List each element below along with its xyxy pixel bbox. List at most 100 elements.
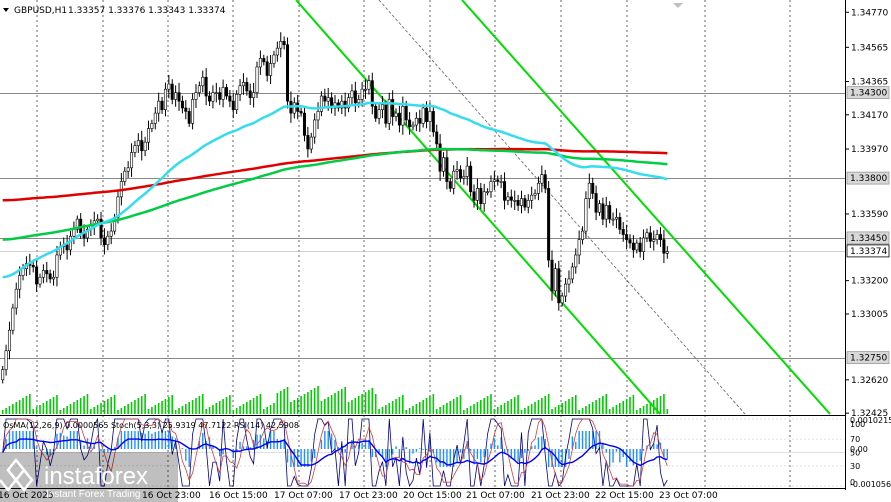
channel-mid-line	[378, 0, 746, 415]
time-tick-label: 23 Oct 07:00	[659, 491, 718, 501]
level-price-tag-label: 1.32750	[850, 354, 887, 364]
candle-body	[323, 95, 327, 102]
candle-body	[4, 350, 8, 370]
ema50-line	[2, 101, 668, 279]
candle-body	[662, 239, 666, 254]
candle-body	[550, 259, 554, 292]
candle-body	[55, 254, 59, 278]
candle-body	[584, 198, 588, 232]
candle-body	[353, 90, 357, 104]
level-price-tag	[846, 231, 890, 245]
volume-bars	[1, 386, 669, 414]
candle-body	[170, 83, 174, 100]
candle-body	[435, 131, 439, 145]
indicator-axis-label: 30	[850, 462, 860, 471]
candle-body	[499, 181, 503, 183]
candle-body	[180, 100, 184, 109]
candle-body	[659, 234, 663, 240]
candle-body	[299, 111, 303, 114]
candle-body	[157, 100, 161, 114]
indicator-axis-label: 100	[850, 420, 865, 429]
candle-body	[642, 237, 646, 252]
candle-body	[425, 107, 429, 122]
price-tick-label: 1.33970	[851, 145, 888, 155]
candle-body	[370, 80, 374, 107]
candle-body	[567, 278, 571, 285]
candle-body	[106, 235, 110, 246]
candle-body	[442, 157, 446, 172]
level-price-tag	[846, 171, 890, 185]
candle-body	[150, 123, 154, 129]
candle-body	[136, 140, 140, 146]
candle-body	[611, 218, 615, 221]
candle-body	[85, 229, 89, 239]
candle-body	[492, 179, 496, 182]
candle-body	[241, 82, 245, 87]
candle-body	[204, 76, 208, 97]
candle-body	[18, 275, 22, 290]
indicator-axis-label: 0.0010215	[850, 416, 891, 425]
candle-body	[11, 307, 15, 331]
candle-body	[604, 205, 608, 220]
candle-body	[269, 63, 273, 76]
candle-body	[530, 194, 534, 201]
candle-body	[126, 167, 130, 172]
candle-body	[7, 329, 11, 352]
candle-body	[292, 102, 296, 114]
candle-body	[282, 41, 286, 46]
candle-body	[279, 41, 283, 49]
candle-body	[187, 111, 191, 124]
candle-body	[553, 268, 557, 292]
candle-body	[523, 198, 527, 208]
candle-body	[411, 124, 415, 128]
candle-body	[547, 188, 551, 261]
candle-body	[418, 117, 422, 124]
dropdown-triangle-icon[interactable]	[3, 8, 9, 12]
candle-body	[167, 83, 171, 90]
candle-body	[380, 104, 384, 111]
indicator-axis-label: 70	[850, 435, 860, 444]
candle-body	[130, 152, 134, 169]
candle-body	[540, 174, 544, 184]
candle-body	[140, 140, 144, 152]
candle-body	[591, 182, 595, 194]
time-tick-label: 16 Oct 15:00	[209, 491, 268, 501]
candle-body	[357, 99, 361, 104]
candle-body	[516, 200, 520, 206]
candle-body	[414, 117, 418, 126]
candle-body	[235, 94, 239, 111]
level-price-tag	[846, 351, 890, 364]
candle-body	[184, 107, 188, 112]
candle-body	[594, 193, 598, 213]
candle-body	[197, 85, 201, 93]
candle-body	[574, 254, 578, 268]
candle-body	[41, 270, 45, 278]
price-tick-label: 1.34170	[851, 111, 888, 121]
level-price-tag-label: 1.33800	[850, 174, 887, 184]
candle-body	[384, 104, 388, 124]
price-pane[interactable]	[0, 0, 845, 414]
candle-body	[262, 58, 266, 63]
candle-body	[133, 145, 137, 153]
candle-body	[377, 109, 381, 119]
candle-body	[391, 99, 395, 117]
candle-body	[397, 112, 401, 126]
candle-body	[224, 87, 228, 97]
candle-body	[645, 232, 649, 239]
price-tick-label: 1.32620	[851, 376, 888, 386]
candle-body	[452, 170, 456, 189]
shift-marker-icon[interactable]	[673, 3, 683, 8]
price-tick-label: 1.32425	[851, 409, 888, 419]
price-tick-label: 1.34565	[851, 43, 888, 53]
price-tick-label: 1.33590	[851, 210, 888, 220]
symbol-label: GBPUSD,H1	[14, 6, 67, 16]
channel-upper-line	[461, 0, 831, 415]
candle-body	[99, 218, 103, 239]
candle-body	[462, 176, 466, 179]
candle-body	[482, 191, 486, 205]
candle-body	[431, 111, 435, 133]
candle-body	[1, 369, 5, 381]
candle-body	[72, 229, 76, 237]
current-price-tag	[846, 244, 890, 258]
price-tick-label: 1.34365	[851, 77, 888, 87]
